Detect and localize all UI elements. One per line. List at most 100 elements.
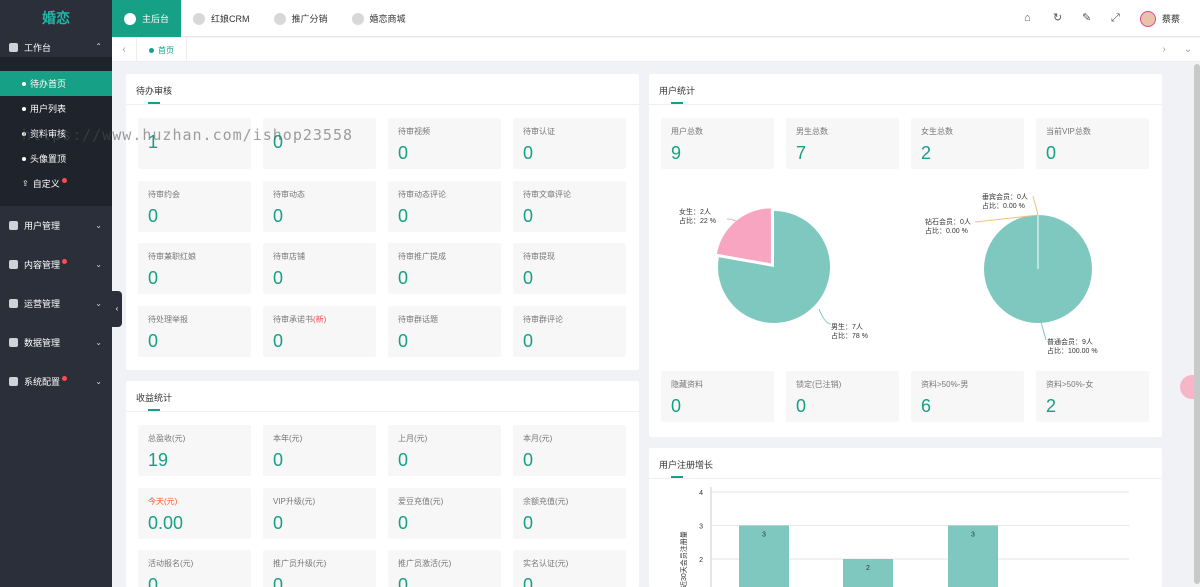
stat-tile[interactable]: 上月(元) 0: [388, 425, 501, 476]
pie-slice-female[interactable]: [715, 207, 772, 265]
bar[interactable]: [843, 559, 893, 587]
stat-tile[interactable]: 待审承诺书(新) 0: [263, 305, 376, 357]
pie-leader-line: [974, 214, 1039, 223]
stat-tile[interactable]: 待审约会 0: [138, 180, 251, 232]
stat-tile[interactable]: 待处理举报 0: [138, 305, 251, 357]
sidebar-item-profile-review[interactable]: 资料审核: [0, 121, 112, 146]
stat-tile[interactable]: 当前VIP总数 0: [1036, 118, 1149, 169]
topnav-store[interactable]: 婚恋商城: [340, 0, 418, 37]
stat-label-text: 实名认证(元): [523, 559, 569, 568]
stat-value: 9: [671, 143, 682, 163]
card-title: 用户注册增长: [649, 448, 1162, 479]
bar-value-label: 3: [971, 532, 975, 539]
stat-label-text: 本月(元): [523, 434, 553, 443]
stat-tile[interactable]: 隐藏资料 0: [661, 371, 774, 422]
stat-tile[interactable]: 本月(元) 0: [513, 425, 626, 476]
refresh-icon[interactable]: ↻: [1052, 12, 1063, 24]
stat-tile[interactable]: 本年(元) 0: [263, 425, 376, 476]
sidebar-item-user-list[interactable]: 用户列表: [0, 96, 112, 121]
user-menu[interactable]: 蔡蔡: [1139, 10, 1180, 27]
stat-tile[interactable]: 待审群话题 0: [388, 305, 501, 357]
pie-label-line: 占比：0.00 %: [925, 228, 968, 235]
stat-tile[interactable]: 锁定(已注销) 0: [786, 371, 899, 422]
stat-tile[interactable]: 0: [263, 118, 376, 169]
sidebar-item-todo-home[interactable]: 待办首页: [0, 71, 112, 96]
home-icon[interactable]: ⌂: [1023, 12, 1031, 24]
stat-tile[interactable]: 男生总数 7: [786, 118, 899, 169]
stat-tile[interactable]: 资料>50%-女 2: [1036, 371, 1149, 422]
stat-tile[interactable]: 待审提现 0: [513, 243, 626, 294]
stat-tile[interactable]: 待审视频 0: [388, 118, 501, 169]
bar[interactable]: [948, 525, 998, 587]
stat-tile[interactable]: 爱豆充值(元) 0: [388, 487, 501, 539]
chevron-down-icon: ⌄: [95, 299, 102, 308]
user-pies: [715, 195, 1092, 341]
scrollbar-thumb[interactable]: [1194, 64, 1200, 584]
chart-icon: [9, 299, 18, 308]
stat-label-text: 上月(元): [398, 434, 428, 443]
store-icon: [351, 12, 364, 25]
dashboard-icon: [124, 12, 136, 25]
sidebar-group-ops-mgmt[interactable]: 运营管理 ⌄: [0, 284, 112, 323]
stat-tile[interactable]: VIP升级(元) 0: [263, 487, 376, 539]
stat-tile[interactable]: 待审认证 0: [513, 118, 626, 169]
topnav-promote[interactable]: 推广分销: [262, 0, 340, 37]
stat-value: 0: [523, 450, 534, 470]
stat-tile[interactable]: 女生总数 2: [911, 118, 1024, 169]
scrollbar[interactable]: [1194, 62, 1200, 587]
clear-icon[interactable]: ✎: [1081, 12, 1092, 24]
tab-label: 首页: [158, 45, 174, 55]
stat-tile[interactable]: 总盈收(元) 19: [138, 425, 251, 476]
stat-value: 0: [273, 450, 284, 470]
bar[interactable]: [739, 525, 789, 587]
stat-label: 待审推广提成: [398, 251, 491, 262]
fullscreen-icon[interactable]: ⤢: [1110, 12, 1120, 24]
sidebar-group-content-mgmt[interactable]: 内容管理 ⌄: [0, 245, 112, 284]
stat-tile[interactable]: 资料>50%-男 6: [911, 371, 1024, 422]
stat-tile[interactable]: 待审推广提成 0: [388, 243, 501, 294]
stat-value: 0: [398, 330, 409, 351]
pie-slice-male[interactable]: [718, 211, 830, 323]
stat-label: 待审视频: [398, 126, 491, 137]
stat-tile[interactable]: 待审动态评论 0: [388, 180, 501, 232]
sidebar-item-custom[interactable]: ⇪ 自定义: [0, 171, 112, 196]
topnav-main-admin[interactable]: 主后台: [112, 0, 182, 37]
stat-tile[interactable]: 推广员升级(元) 0: [263, 550, 376, 587]
sidebar-group-workbench[interactable]: 工作台 ⌃: [0, 37, 112, 57]
bullet-icon: [22, 106, 26, 111]
stat-label-text: 待审文章评论: [523, 189, 571, 199]
tab-home[interactable]: 首页: [136, 38, 187, 62]
stat-tile[interactable]: 待审群评论 0: [513, 305, 626, 357]
stat-tile[interactable]: 今天(元) 0.00: [138, 487, 251, 539]
stat-tile[interactable]: 待审文章评论 0: [513, 180, 626, 232]
stat-tile[interactable]: 待审店铺 0: [263, 243, 376, 294]
stat-label-text: 待审约会: [148, 189, 180, 199]
stat-value: 0: [523, 268, 534, 288]
new-badge: (新): [313, 314, 327, 324]
upload-icon: ⇪: [22, 179, 29, 188]
stat-value: 2: [921, 143, 932, 163]
stat-tile[interactable]: 推广员激活(元) 0: [388, 550, 501, 587]
stat-tile[interactable]: 待审兼职红娘 0: [138, 243, 251, 294]
sidebar-group-data-mgmt[interactable]: 数据管理 ⌄: [0, 323, 112, 362]
tabs-scroll-left-icon[interactable]: ‹: [122, 44, 126, 55]
sidebar-group-user-mgmt[interactable]: 用户管理 ⌄: [0, 206, 112, 245]
sidebar-group-system-config[interactable]: 系统配置 ⌄: [0, 362, 112, 401]
card-title: 收益统计: [126, 381, 639, 412]
sidebar-collapse-button[interactable]: ‹: [112, 291, 122, 327]
stat-label-text: 待审提现: [523, 252, 555, 261]
brand-logo[interactable]: 婚恋: [0, 0, 112, 37]
topnav-crm[interactable]: 红娘CRM: [181, 0, 262, 37]
stat-tile[interactable]: 余额充值(元) 0: [513, 487, 626, 539]
stat-tile[interactable]: 1: [138, 118, 251, 169]
stat-value: 0: [398, 512, 409, 533]
tabs-menu-chevron-icon[interactable]: ⌄: [1183, 44, 1193, 55]
tabs-scroll-right-icon[interactable]: ›: [1162, 44, 1166, 55]
stat-tile[interactable]: 活动报名(元) 0: [138, 550, 251, 587]
stat-label: 余额充值(元): [523, 496, 616, 507]
stat-tile[interactable]: 用户总数 9: [661, 118, 774, 169]
stat-tile[interactable]: 实名认证(元) 0: [513, 550, 626, 587]
sidebar-item-avatar-top[interactable]: 头像置顶: [0, 146, 112, 171]
tabs-bar: ‹ 首页 › ⌄: [112, 38, 1200, 62]
stat-tile[interactable]: 待审动态 0: [263, 180, 376, 232]
